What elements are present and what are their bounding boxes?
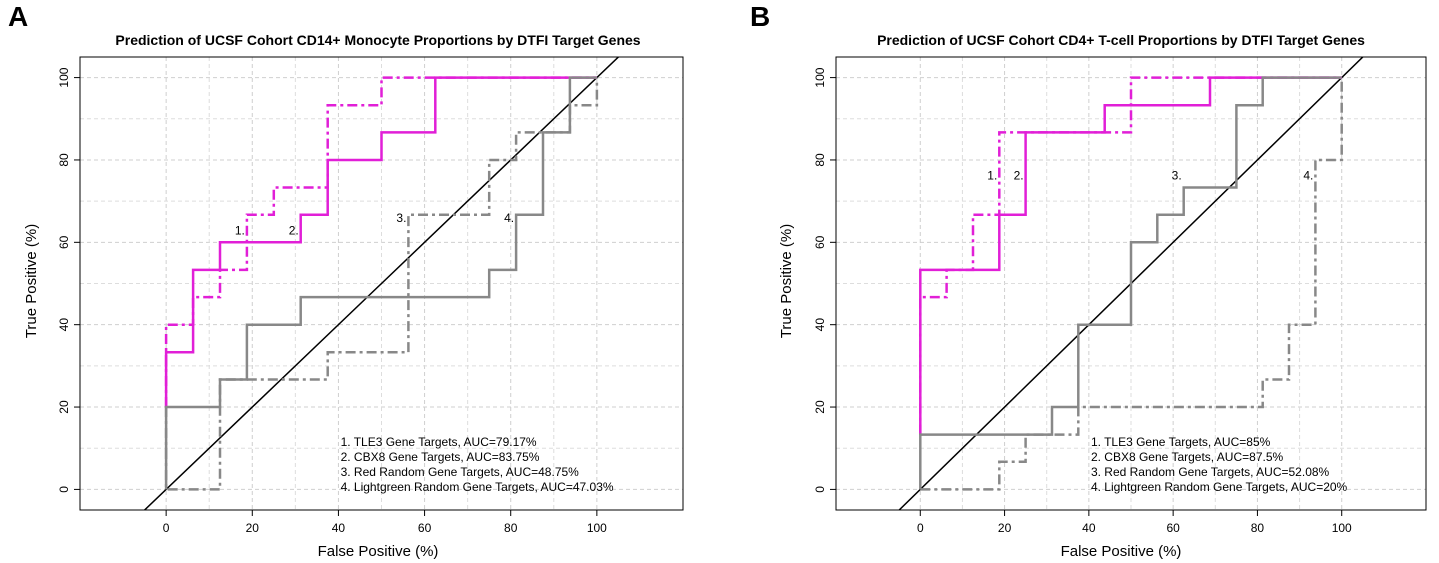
y-tick-label: 100 bbox=[813, 67, 827, 87]
x-tick-label: 40 bbox=[1082, 521, 1096, 535]
chart-a-svg: A Prediction of UCSF Cohort CD14+ Monocy… bbox=[8, 1, 684, 560]
legend-entry-4: 4. Lightgreen Random Gene Targets, AUC=4… bbox=[341, 480, 614, 494]
y-axis-label: True Positive (%) bbox=[778, 224, 795, 338]
legend-entry-1: 1. TLE3 Gene Targets, AUC=85% bbox=[1091, 435, 1271, 449]
legend-entry-3: 3. Red Random Gene Targets, AUC=48.75% bbox=[341, 465, 580, 479]
chart-b-svg: B Prediction of UCSF Cohort CD4+ T-cell … bbox=[750, 1, 1427, 560]
legend-entry-2: 2. CBX8 Gene Targets, AUC=87.5% bbox=[1091, 450, 1284, 464]
legend-entry-1: 1. TLE3 Gene Targets, AUC=79.17% bbox=[341, 435, 537, 449]
legend-entry-4: 4. Lightgreen Random Gene Targets, AUC=2… bbox=[1091, 480, 1348, 494]
series-line-4 bbox=[920, 77, 1343, 491]
series-line-4 bbox=[164, 76, 597, 490]
x-tick-label: 20 bbox=[246, 521, 260, 535]
curve-label-2: 2. bbox=[289, 223, 299, 237]
curve-label-3: 3. bbox=[1172, 169, 1182, 183]
panel-a: A Prediction of UCSF Cohort CD14+ Monocy… bbox=[8, 1, 684, 560]
series-line-2 bbox=[164, 76, 597, 407]
series-line-3 bbox=[919, 76, 1342, 490]
x-tick-label: 80 bbox=[1251, 521, 1265, 535]
x-tick-label: 0 bbox=[163, 521, 170, 535]
chart-title: Prediction of UCSF Cohort CD14+ Monocyte… bbox=[115, 32, 640, 48]
panel-letter: B bbox=[750, 1, 770, 32]
x-tick-label: 40 bbox=[332, 521, 346, 535]
y-tick-label: 20 bbox=[813, 400, 827, 414]
series-line-2 bbox=[919, 76, 1342, 435]
plot-border bbox=[835, 56, 1427, 511]
x-tick-label: 60 bbox=[418, 521, 432, 535]
y-axis-label: True Positive (%) bbox=[23, 224, 40, 338]
curve-label-3: 3. bbox=[396, 211, 406, 225]
legend: 1. TLE3 Gene Targets, AUC=79.17%2. CBX8 … bbox=[341, 435, 614, 494]
x-tick-label: 100 bbox=[1332, 521, 1352, 535]
curve-label-4: 4. bbox=[1303, 169, 1313, 183]
legend-entry-3: 3. Red Random Gene Targets, AUC=52.08% bbox=[1091, 465, 1330, 479]
y-tick-label: 0 bbox=[813, 486, 827, 493]
y-tick-label: 20 bbox=[57, 400, 71, 414]
y-tick-label: 60 bbox=[57, 235, 71, 249]
x-tick-label: 100 bbox=[587, 521, 607, 535]
x-tick-label: 80 bbox=[504, 521, 518, 535]
y-tick-label: 100 bbox=[57, 67, 71, 87]
x-tick-label: 20 bbox=[998, 521, 1012, 535]
x-axis-label: False Positive (%) bbox=[1061, 543, 1182, 560]
series-group bbox=[898, 57, 1364, 510]
curve-label-2: 2. bbox=[1014, 169, 1024, 183]
legend-entry-2: 2. CBX8 Gene Targets, AUC=83.75% bbox=[341, 450, 540, 464]
y-tick-label: 60 bbox=[813, 235, 827, 249]
y-tick-label: 0 bbox=[57, 486, 71, 493]
panel-b: B Prediction of UCSF Cohort CD4+ T-cell … bbox=[720, 0, 1439, 563]
plot-border bbox=[79, 56, 684, 511]
diagonal-reference-line bbox=[143, 57, 620, 510]
x-tick-label: 0 bbox=[917, 521, 924, 535]
x-axis-label: False Positive (%) bbox=[318, 543, 439, 560]
y-tick-label: 80 bbox=[57, 153, 71, 167]
y-tick-label: 80 bbox=[813, 153, 827, 167]
curve-label-4: 4. bbox=[504, 211, 514, 225]
y-tick-label: 40 bbox=[813, 318, 827, 332]
panel-letter: A bbox=[8, 1, 28, 32]
legend: 1. TLE3 Gene Targets, AUC=85%2. CBX8 Gen… bbox=[1091, 435, 1348, 494]
curve-label-1: 1. bbox=[987, 169, 997, 183]
series-group bbox=[143, 57, 620, 510]
curve-label-1: 1. bbox=[235, 223, 245, 237]
y-tick-label: 40 bbox=[57, 318, 71, 332]
chart-title: Prediction of UCSF Cohort CD4+ T-cell Pr… bbox=[877, 32, 1365, 48]
x-tick-label: 60 bbox=[1166, 521, 1180, 535]
